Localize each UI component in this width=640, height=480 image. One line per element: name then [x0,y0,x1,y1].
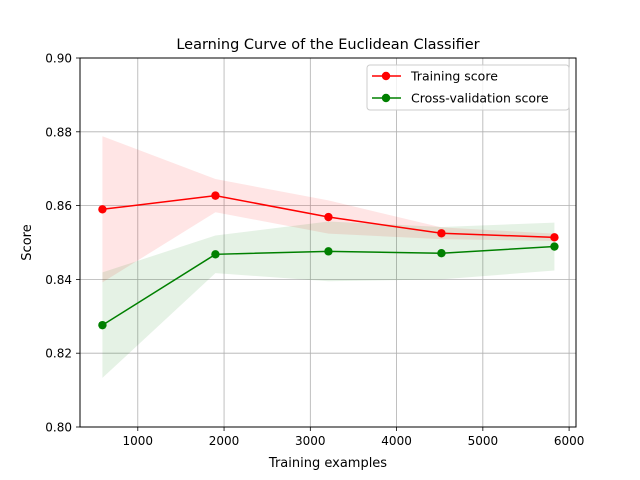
legend-marker-training [381,71,391,81]
point-cv [98,320,107,330]
y-axis-label: Score [20,224,35,260]
y-tick-label: 0.90 [45,52,72,66]
band-training [102,136,555,283]
y-axis-ticks: 0.80 0.82 0.84 0.86 0.88 0.90 [45,52,80,435]
plot-frame [79,57,577,428]
y-tick-label: 0.88 [45,125,72,139]
point-training [437,229,446,238]
x-tick-label: 3000 [295,434,326,448]
legend-label-training: Training score [410,69,498,84]
point-cv [211,250,220,259]
y-tick-label: 0.86 [45,199,72,213]
legend-label-cv: Cross-validation score [411,91,549,106]
point-training [324,212,333,222]
x-tick-label: 5000 [468,434,499,448]
score-points [98,191,559,330]
x-tick-label: 4000 [381,434,412,448]
point-training [550,233,559,242]
point-cv [550,242,559,251]
y-tick-label: 0.82 [45,347,72,361]
point-training [211,191,220,200]
legend-marker-cv [381,93,391,103]
point-cv [437,249,446,258]
legend: Training score Cross-validation score [366,64,570,111]
score-bands [102,136,555,378]
grid-lines [80,57,576,428]
y-tick-label: 0.84 [45,273,72,287]
x-tick-label: 1000 [123,434,154,448]
y-tick-label: 0.80 [45,421,72,435]
chart-title: Learning Curve of the Euclidean Classifi… [176,37,479,53]
x-tick-label: 6000 [554,434,585,448]
point-training [98,205,107,214]
point-cv [324,247,333,256]
legend-frame [366,64,570,111]
x-axis-ticks: 1000 2000 3000 4000 5000 6000 [123,427,585,448]
x-tick-label: 2000 [209,434,240,448]
band-cv [102,221,555,378]
x-axis-label: Training examples [268,456,387,471]
